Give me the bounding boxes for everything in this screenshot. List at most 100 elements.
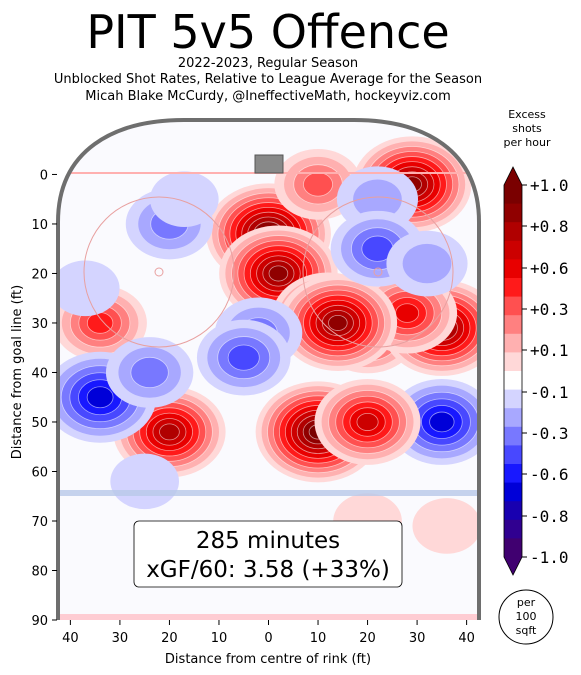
x-tick-label: 30 <box>112 631 129 646</box>
blue-line <box>58 490 479 496</box>
colorbar-tick-label: -0.8 <box>530 507 569 526</box>
colorbar-tick-label: +0.3 <box>530 300 569 319</box>
colorbar-band <box>504 426 522 446</box>
y-tick-label: 60 <box>31 465 48 480</box>
x-tick-label: 20 <box>359 631 376 646</box>
shot-blob <box>388 379 479 465</box>
colorbar-band <box>504 371 522 391</box>
colorbar-bottom-arrow <box>504 557 522 575</box>
colorbar-band <box>504 333 522 353</box>
rink-markings <box>58 172 479 620</box>
colorbar-tick-label: +0.6 <box>530 259 569 278</box>
colorbar-tick-label: -0.1 <box>530 383 569 402</box>
summary-box: 285 minutes xGF/60: 3.58 (+33%) <box>133 520 403 588</box>
subtitle-metric: Unblocked Shot Rates, Relative to League… <box>53 72 483 87</box>
y-tick-label: 30 <box>31 317 48 332</box>
colorbar-band <box>504 482 522 502</box>
shot-contour <box>159 423 180 441</box>
y-axis-ticks: 0 10 20 30 40 50 60 70 80 90 <box>31 168 57 629</box>
shot-blob <box>314 379 421 465</box>
shot-blob <box>105 337 194 408</box>
shot-contour <box>303 172 333 197</box>
summary-xgf: xGF/60: 3.58 (+33%) <box>146 557 390 583</box>
x-tick-label: 10 <box>211 631 228 646</box>
shot-contour <box>86 312 114 334</box>
shot-contour <box>412 498 479 554</box>
colorbar-band <box>504 240 522 260</box>
units-badge-line-3: sqft <box>516 624 537 637</box>
shot-blob <box>149 171 219 227</box>
shot-contour <box>402 243 452 284</box>
colorbar-band <box>504 464 522 484</box>
colorbar-tick-label: +1.0 <box>530 176 569 195</box>
shot-contour <box>86 386 114 409</box>
x-tick-label: 0 <box>264 631 272 646</box>
x-tick-label: 40 <box>62 631 79 646</box>
shot-blob <box>58 260 120 317</box>
y-tick-label: 20 <box>31 267 48 282</box>
colorbar-band <box>504 296 522 316</box>
subtitle-author: Micah Blake McCurdy, @IneffectiveMath, h… <box>85 89 451 104</box>
x-axis-label: Distance from centre of rink (ft) <box>165 652 371 667</box>
shot-contour <box>328 314 348 331</box>
y-tick-label: 50 <box>31 416 48 431</box>
summary-minutes: 285 minutes <box>196 528 340 554</box>
colorbar-band <box>504 389 522 409</box>
faceoff-dot-right <box>373 267 383 277</box>
shot-contour <box>227 344 260 371</box>
faceoff-circle-left <box>83 196 235 348</box>
colorbar-tick-label: +0.1 <box>530 341 569 360</box>
x-tick-label: 10 <box>310 631 327 646</box>
colorbar-top-arrow <box>504 167 522 185</box>
x-tick-label: 40 <box>458 631 475 646</box>
colorbar-tick-label: -1.0 <box>530 548 569 567</box>
goal-net-icon <box>254 154 284 174</box>
colorbar-band <box>504 501 522 521</box>
shot-blob <box>196 319 291 396</box>
shot-contour <box>395 303 420 323</box>
units-badge-circle <box>498 589 554 645</box>
chart-title: PIT 5v5 Offence <box>86 5 450 59</box>
shot-blob <box>110 453 180 510</box>
colorbar-band <box>504 519 522 539</box>
units-badge: per 100 sqft <box>498 589 554 645</box>
shot-contour <box>110 453 180 510</box>
colorbar-band <box>504 259 522 279</box>
shot-contour <box>268 265 289 282</box>
faceoff-dot-left <box>154 267 164 277</box>
y-tick-label: 40 <box>31 366 48 381</box>
y-tick-label: 0 <box>40 168 48 183</box>
colorbar-ticks: +1.0 +0.8 +0.6 +0.3 +0.1 -0.1 -0.3 -0.6 -0.8 -1.0 <box>522 176 569 567</box>
colorbar-band <box>504 278 522 298</box>
shot-blob <box>412 498 479 554</box>
colorbar-band <box>504 222 522 242</box>
shot-contour <box>356 412 379 431</box>
colorbar-band <box>504 185 522 205</box>
centre-line <box>58 614 479 620</box>
colorbar-title-line-2: shots <box>512 122 542 135</box>
shot-contour <box>429 411 455 433</box>
colorbar-tick-label: -0.6 <box>530 465 569 484</box>
shot-contour <box>149 171 219 227</box>
y-tick-label: 90 <box>31 614 48 629</box>
units-badge-line-2: 100 <box>516 610 537 623</box>
colorbar-title-line-3: per hour <box>503 136 551 149</box>
colorbar-band <box>504 352 522 372</box>
colorbar-band <box>504 315 522 335</box>
colorbar-band <box>504 203 522 223</box>
x-tick-label: 20 <box>161 631 178 646</box>
y-tick-label: 80 <box>31 564 48 579</box>
faceoff-circle-right <box>302 196 454 348</box>
shot-contour <box>353 179 402 219</box>
subtitle-season: 2022-2023, Regular Season <box>177 56 359 71</box>
colorbar <box>503 166 523 576</box>
y-tick-label: 10 <box>31 218 48 233</box>
heatmap-area <box>58 120 479 620</box>
summary-box-frame <box>133 520 403 588</box>
colorbar-band <box>504 445 522 465</box>
x-tick-label: 30 <box>409 631 426 646</box>
y-axis-label: Distance from goal line (ft) <box>10 285 25 459</box>
colorbar-title-line-1: Excess <box>508 108 546 121</box>
shot-blob <box>386 230 468 297</box>
